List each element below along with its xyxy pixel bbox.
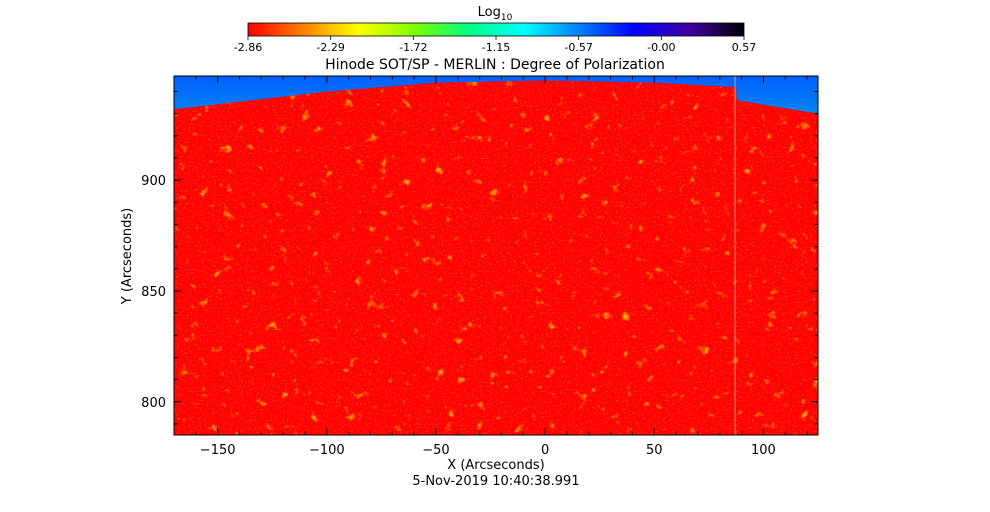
- x-tick-label: 100: [751, 443, 776, 458]
- x-axis: −150 −100 −50 0 50 100: [173, 76, 808, 458]
- plot-frame: [173, 75, 819, 436]
- y-axis-label: Y (Arcseconds): [120, 208, 135, 305]
- colorbar-tick-label: -1.72: [399, 41, 427, 54]
- x-tick-label: 0: [541, 443, 549, 458]
- chart-title: Hinode SOT/SP - MERLIN : Degree of Polar…: [325, 57, 665, 73]
- x-tick-label: −100: [309, 443, 345, 458]
- colorbar: Log10 -2.86 -2.29 -1.72 -1.15 -0.57 -0.00 0.57: [234, 5, 756, 54]
- colorbar-tick-label: -0.00: [647, 41, 675, 54]
- x-axis-label: X (Arcseconds): [447, 458, 544, 473]
- disk-field-patches: [174, 80, 818, 435]
- colorbar-bar: [247, 22, 745, 37]
- y-axis: 800 850 900: [141, 91, 818, 425]
- colorbar-tick-label: -1.15: [482, 41, 510, 54]
- colorbar-tick-label: 0.57: [732, 41, 757, 54]
- x-tick-label: −150: [200, 443, 236, 458]
- x-tick-label: −50: [422, 443, 449, 458]
- colorbar-tick-label: -2.29: [316, 41, 344, 54]
- heatmap-image: [174, 76, 818, 435]
- y-tick-label: 800: [141, 396, 166, 411]
- colorbar-tick-label: -2.86: [234, 41, 262, 54]
- y-tick-label: 850: [141, 285, 166, 300]
- x-tick-label: 50: [646, 443, 663, 458]
- timestamp: 5-Nov-2019 10:40:38.991: [412, 474, 579, 489]
- colorbar-ticks: -2.86 -2.29 -1.72 -1.15 -0.57 -0.00 0.57: [234, 36, 756, 54]
- colorbar-tick-label: -0.57: [564, 41, 592, 54]
- y-tick-label: 900: [141, 174, 166, 189]
- colorbar-label: Log10: [478, 5, 513, 23]
